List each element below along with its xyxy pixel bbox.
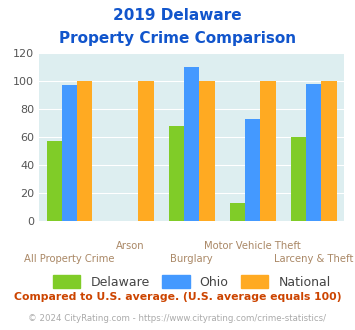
Text: Arson: Arson (116, 241, 145, 250)
Bar (322, 81, 337, 221)
Text: © 2024 CityRating.com - https://www.cityrating.com/crime-statistics/: © 2024 CityRating.com - https://www.city… (28, 314, 327, 323)
Bar (184, 67, 200, 221)
Bar (200, 81, 214, 221)
Text: Property Crime Comparison: Property Crime Comparison (59, 31, 296, 46)
Text: Larceny & Theft: Larceny & Theft (274, 254, 354, 264)
Text: Burglary: Burglary (170, 254, 213, 264)
Bar (47, 141, 62, 221)
Bar (169, 126, 184, 221)
Bar (138, 81, 153, 221)
Bar (306, 83, 322, 221)
Bar (245, 119, 261, 221)
Text: Compared to U.S. average. (U.S. average equals 100): Compared to U.S. average. (U.S. average … (14, 292, 341, 302)
Bar (230, 203, 245, 221)
Text: All Property Crime: All Property Crime (24, 254, 115, 264)
Bar (261, 81, 275, 221)
Bar (62, 85, 77, 221)
Bar (291, 137, 306, 221)
Text: Motor Vehicle Theft: Motor Vehicle Theft (204, 241, 301, 250)
Legend: Delaware, Ohio, National: Delaware, Ohio, National (53, 275, 331, 289)
Text: 2019 Delaware: 2019 Delaware (113, 8, 242, 23)
Bar (77, 81, 92, 221)
